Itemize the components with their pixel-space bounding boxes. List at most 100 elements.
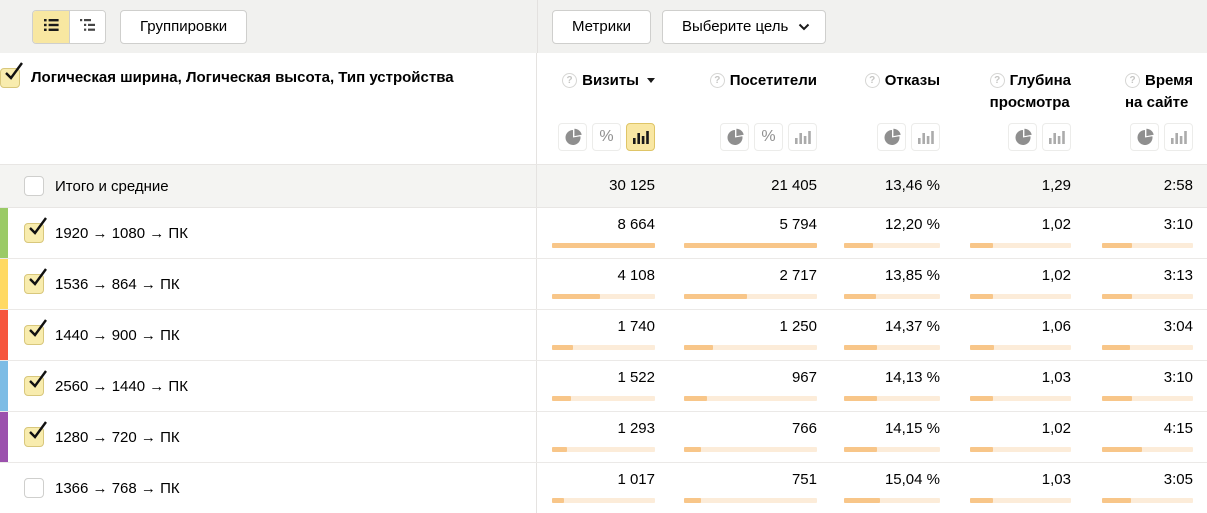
series-color-bar bbox=[0, 463, 8, 513]
column-header-depth[interactable]: ? Глубина просмотра bbox=[989, 72, 1071, 111]
row-checkbox[interactable] bbox=[24, 268, 47, 294]
table-row: 2560 → 1440 → ПК 1 522 967 14,13 % 1,03 … bbox=[0, 361, 1207, 412]
table-row: 1280 → 720 → ПК 1 293 766 14,15 % 1,02 4… bbox=[0, 412, 1207, 463]
totals-label: Итого и средние bbox=[55, 177, 169, 195]
cell-depth: 1,03 bbox=[1041, 369, 1071, 386]
row-label: 1280 → 720 → ПК bbox=[55, 428, 180, 446]
column-header-bounces[interactable]: ? Отказы bbox=[864, 70, 940, 116]
cell-visitors: 1 250 bbox=[779, 318, 817, 335]
cell-bar bbox=[684, 345, 817, 350]
cell-bar bbox=[970, 396, 1071, 401]
cell-bar bbox=[684, 447, 817, 452]
table-row: 1366 → 768 → ПК 1 017 751 15,04 % 1,03 3… bbox=[0, 463, 1207, 513]
bar-mode-button[interactable] bbox=[911, 123, 940, 151]
pie-mode-button[interactable] bbox=[877, 123, 906, 151]
help-icon[interactable]: ? bbox=[562, 73, 578, 88]
cell-bar bbox=[970, 447, 1071, 452]
totals-depth: 1,29 bbox=[1041, 177, 1071, 194]
row-label: 1366 → 768 → ПК bbox=[55, 479, 180, 497]
pie-mode-button[interactable] bbox=[1008, 123, 1037, 151]
cell-visits: 1 522 bbox=[617, 369, 655, 386]
cell-bar bbox=[844, 294, 940, 299]
series-color-bar bbox=[0, 208, 8, 258]
cell-bounces: 14,37 % bbox=[884, 318, 940, 335]
table-row: 1920 → 1080 → ПК 8 664 5 794 12,20 % 1,0… bbox=[0, 208, 1207, 259]
cell-depth: 1,03 bbox=[1041, 471, 1071, 488]
help-icon[interactable]: ? bbox=[989, 73, 1005, 88]
row-label: 1440 → 900 → ПК bbox=[55, 326, 180, 344]
pie-mode-button[interactable] bbox=[558, 123, 587, 151]
list-icon bbox=[43, 18, 59, 36]
row-checkbox[interactable] bbox=[24, 421, 47, 447]
dimension-header-title: Логическая ширина, Логическая высота, Ти… bbox=[31, 69, 454, 86]
pie-mode-button[interactable] bbox=[720, 123, 749, 151]
cell-depth: 1,02 bbox=[1041, 216, 1071, 233]
totals-checkbox[interactable] bbox=[24, 176, 44, 196]
cell-bar bbox=[970, 498, 1071, 503]
cell-bar bbox=[1102, 396, 1193, 401]
column-header-time[interactable]: ? Время на сайте bbox=[1125, 72, 1193, 111]
time-display-mode-group bbox=[1130, 123, 1193, 151]
toolbar-divider bbox=[537, 0, 538, 53]
totals-bounces: 13,46 % bbox=[884, 177, 940, 194]
pie-mode-button[interactable] bbox=[1130, 123, 1159, 151]
cell-time: 4:15 bbox=[1163, 420, 1193, 437]
row-checkbox[interactable] bbox=[24, 370, 47, 396]
goal-select-button[interactable]: Выберите цель bbox=[662, 9, 827, 44]
series-color-bar bbox=[0, 412, 8, 462]
cell-bar bbox=[844, 498, 940, 503]
table-header-row: Логическая ширина, Логическая высота, Ти… bbox=[0, 53, 1207, 164]
totals-row: Итого и средние 30 125 21 405 13,46 % 1,… bbox=[0, 164, 1207, 208]
column-header-visitors[interactable]: ? Посетители bbox=[709, 70, 817, 116]
cell-bar bbox=[1102, 294, 1193, 299]
select-all-checkbox[interactable] bbox=[0, 62, 23, 88]
cell-bar bbox=[1102, 447, 1193, 452]
cell-bar bbox=[970, 243, 1071, 248]
depth-display-mode-group bbox=[1008, 123, 1071, 151]
cell-bar bbox=[552, 243, 655, 248]
chevron-down-icon bbox=[798, 18, 810, 35]
cell-bar bbox=[1102, 498, 1193, 503]
metrics-button[interactable]: Метрики bbox=[552, 9, 652, 44]
bar-mode-button[interactable] bbox=[1042, 123, 1071, 151]
help-icon[interactable]: ? bbox=[1125, 73, 1140, 88]
row-checkbox[interactable] bbox=[24, 478, 44, 498]
cell-bar bbox=[844, 447, 940, 452]
cell-visits: 8 664 bbox=[617, 216, 655, 233]
cell-bar bbox=[684, 294, 817, 299]
row-label: 1920 → 1080 → ПК bbox=[55, 224, 188, 242]
cell-bounces: 14,13 % bbox=[884, 369, 940, 386]
visits-display-mode-group: % bbox=[558, 123, 655, 151]
cell-depth: 1,02 bbox=[1041, 267, 1071, 284]
cell-bar bbox=[1102, 345, 1193, 350]
percent-mode-button[interactable]: % bbox=[592, 123, 621, 151]
cell-bar bbox=[844, 345, 940, 350]
row-label: 1536 → 864 → ПК bbox=[55, 275, 180, 293]
cell-bar bbox=[684, 243, 817, 248]
table-row: 1440 → 900 → ПК 1 740 1 250 14,37 % 1,06… bbox=[0, 310, 1207, 361]
help-icon[interactable]: ? bbox=[864, 73, 880, 88]
bar-mode-button[interactable] bbox=[1164, 123, 1193, 151]
cell-visitors: 967 bbox=[791, 369, 817, 386]
cell-bar bbox=[844, 243, 940, 248]
list-view-button[interactable] bbox=[33, 10, 69, 43]
groupings-button[interactable]: Группировки bbox=[120, 9, 248, 44]
bar-mode-button[interactable] bbox=[788, 123, 817, 151]
cell-visitors: 5 794 bbox=[779, 216, 817, 233]
cell-bar bbox=[552, 396, 655, 401]
cell-bar bbox=[552, 498, 655, 503]
row-checkbox[interactable] bbox=[24, 217, 47, 243]
cell-time: 3:04 bbox=[1163, 318, 1193, 335]
tree-view-button[interactable] bbox=[69, 10, 105, 43]
bar-mode-button[interactable] bbox=[626, 123, 655, 151]
percent-mode-button[interactable]: % bbox=[754, 123, 783, 151]
cell-time: 3:05 bbox=[1163, 471, 1193, 488]
table-row: 1536 → 864 → ПК 4 108 2 717 13,85 % 1,02… bbox=[0, 259, 1207, 310]
column-header-visits[interactable]: ? Визиты bbox=[562, 70, 655, 116]
cell-bar bbox=[844, 396, 940, 401]
cell-depth: 1,06 bbox=[1041, 318, 1071, 335]
help-icon[interactable]: ? bbox=[709, 73, 725, 88]
cell-visitors: 2 717 bbox=[779, 267, 817, 284]
row-checkbox[interactable] bbox=[24, 319, 47, 345]
